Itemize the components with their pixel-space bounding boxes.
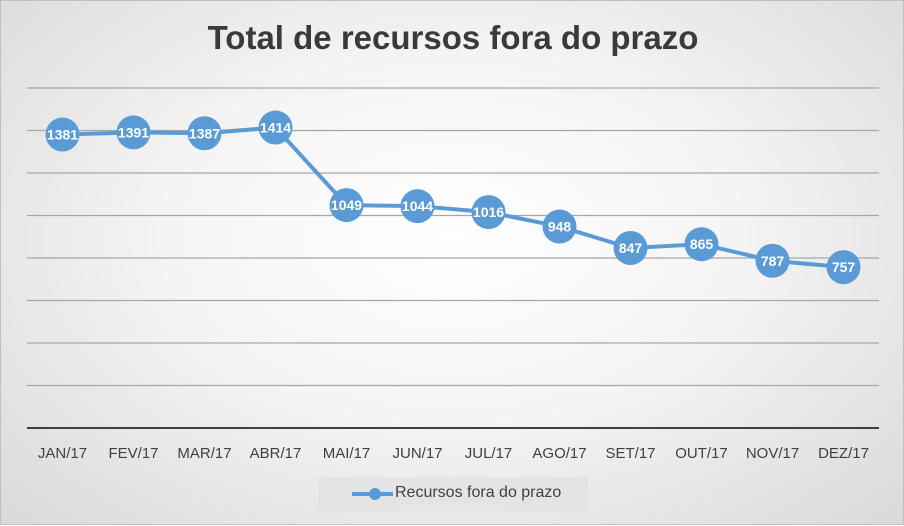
data-point — [684, 227, 719, 262]
data-label: 847 — [619, 240, 643, 256]
x-tick-label: SET/17 — [605, 445, 655, 462]
data-point — [116, 115, 151, 150]
data-point — [613, 231, 648, 266]
data-point — [542, 209, 577, 244]
data-label: 865 — [690, 236, 714, 252]
data-label: 1381 — [47, 127, 78, 143]
data-label: 787 — [761, 253, 785, 269]
data-point — [471, 195, 506, 230]
data-point — [826, 250, 861, 285]
data-label: 757 — [832, 259, 856, 275]
data-point — [329, 188, 364, 223]
data-label: 1391 — [118, 124, 149, 140]
data-label: 1049 — [331, 197, 362, 213]
x-tick-label: DEZ/17 — [818, 445, 869, 462]
chart-title: Total de recursos fora do prazo — [207, 19, 699, 56]
x-tick-label: NOV/17 — [746, 445, 799, 462]
x-tick-label: MAI/17 — [323, 445, 371, 462]
data-point — [258, 110, 293, 145]
legend-marker-icon — [352, 488, 393, 500]
data-point — [400, 189, 435, 224]
data-point — [187, 116, 222, 151]
x-tick-label: FEV/17 — [108, 445, 158, 462]
legend: Recursos fora do prazo — [318, 477, 588, 511]
data-label: 1387 — [189, 125, 220, 141]
x-tick-label: AGO/17 — [532, 445, 586, 462]
x-tick-label: JAN/17 — [38, 445, 87, 462]
x-tick-label: JUN/17 — [392, 445, 442, 462]
data-label: 1044 — [402, 198, 433, 214]
legend-label: Recursos fora do prazo — [395, 484, 562, 501]
data-label: 948 — [548, 219, 572, 235]
series-line — [62, 125, 844, 270]
data-label: 1414 — [260, 120, 291, 136]
x-tick-label: JUL/17 — [465, 445, 513, 462]
x-tick-label: MAR/17 — [177, 445, 231, 462]
data-point — [45, 117, 80, 152]
x-tick-label: ABR/17 — [250, 445, 302, 462]
data-point — [755, 243, 790, 278]
x-tick-label: OUT/17 — [675, 445, 728, 462]
data-label: 1016 — [473, 204, 504, 220]
